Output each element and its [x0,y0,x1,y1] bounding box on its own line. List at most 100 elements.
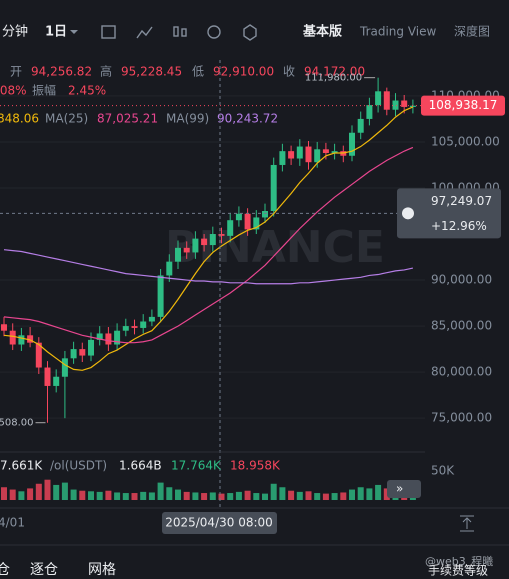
ma99-value: 90,243.72 [217,112,278,126]
candle-body [253,217,260,230]
candle-body [235,213,242,221]
volume-bar [140,491,147,500]
candle-body [192,238,199,253]
candle-body [357,118,364,133]
candle-body [201,238,208,246]
volume-bar [288,490,295,500]
bottom-tab[interactable]: 仓 [0,562,10,578]
scroll-arrow[interactable]: » [396,482,403,496]
candle-body [288,151,295,159]
ma-line [3,249,414,285]
vol-ma-3: 18.958K [230,459,281,473]
volume-bar [279,487,286,500]
low-value: 92,910.00 [213,65,274,79]
volume-bar [9,489,16,500]
tradingview-tab[interactable]: Trading View [359,25,437,39]
y-tick-label: 80,000.00 [431,365,492,379]
volume-bar [88,491,94,500]
candle-body [227,220,234,236]
dropdown-icon[interactable] [70,30,78,34]
vol-label: /ol(USDT) [50,459,107,473]
open-value: 94,256.82 [31,65,92,79]
volume-bar [314,493,321,500]
candle-body [262,211,268,218]
volume-bar [53,484,60,500]
volume-bar [366,488,373,500]
volume-bar [61,482,68,500]
candle-body [131,326,138,328]
volume-bar [201,493,208,500]
candle-body [349,132,355,156]
footer-watermark: @web3_程曦 [425,554,493,568]
candle-body [383,91,390,110]
close-value: 94,172.00 [304,65,365,79]
volume-bar [244,490,251,500]
ma99-label: MA(99) [166,112,209,126]
volume-bar [383,488,390,500]
volume-tick-label: 50K [431,464,455,478]
basic-tab[interactable]: 基本版 [302,24,342,40]
candle-body [209,234,216,246]
bottom-tab[interactable]: 逐仓 [30,562,58,578]
vol-total: 1.664B [119,459,162,473]
candle-body [375,91,382,106]
candle-body [9,330,16,345]
last-price-box [421,95,505,116]
volume-bar [218,493,225,500]
high-value: 95,228.45 [121,65,182,79]
candle-body [18,335,25,345]
volume-bar [148,492,155,500]
candle-body [322,149,329,153]
ma25-value: 87,025.21 [97,112,158,126]
candle-body [270,164,277,212]
candle-body [105,333,112,345]
candle-body [122,326,129,331]
candle-body [175,247,181,262]
reset-icon[interactable] [460,515,474,532]
last-price-label: 108,938.17 [429,98,498,112]
ma25-label: MA(25) [45,112,88,126]
crosshair-box [397,188,501,239]
candle-body [27,335,34,343]
candle-body [88,339,94,356]
footer-watermark: 手续费等级 [428,564,488,578]
toolbar-icons[interactable] [101,24,257,41]
volume-bar [157,482,164,500]
scroll-button[interactable] [387,480,421,498]
volume-bar [349,489,355,500]
depth-tab[interactable]: 深度图 [454,24,490,39]
candle-body [35,342,42,368]
high-label: 高 [100,64,112,79]
low-label: 低 [192,65,204,79]
candle-body [279,151,286,165]
open-label: 开 [10,65,22,79]
crosshair-time-box [162,512,277,534]
volume-bar [375,484,382,500]
interval-tab[interactable]: 分钟 [2,24,28,40]
candle-body [148,316,155,322]
bottom-tab[interactable]: 网格 [88,562,116,578]
candle-body [244,213,251,230]
volume-bar [192,492,199,500]
period-tab[interactable]: 1日 [45,25,67,40]
y-tick-label: 85,000.00 [431,319,492,333]
volume-bar [296,491,303,500]
volume-bar [227,493,234,500]
candle-body [331,151,338,153]
volume-bar [357,487,364,500]
volume-bar [305,491,312,500]
y-tick-label: 75,000.00 [431,411,492,425]
candle-body [96,333,103,340]
volume-bar [209,492,216,500]
ma7-value: 848.06 [0,112,39,126]
add-alert-icon[interactable] [402,207,414,220]
candle-body [366,105,373,119]
ma-line [3,106,414,371]
volume-bar [1,487,7,500]
low-label: 4,508.00 [0,418,34,429]
volume-bar [96,491,103,500]
change-value: .08% [0,84,27,98]
vol-ma-2: 17.764K [171,459,222,473]
crosshair-price: 97,249.07 [431,194,492,208]
